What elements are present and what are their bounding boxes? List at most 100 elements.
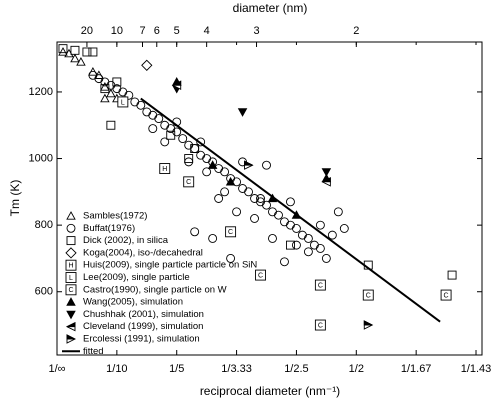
marker-shape — [255, 269, 266, 281]
data-point: C — [362, 289, 374, 301]
data-point — [58, 47, 68, 56]
data-point — [106, 120, 116, 130]
marker-shape — [154, 114, 164, 124]
x-tick-label: 1/1.43 — [461, 363, 492, 375]
marker-shape — [280, 257, 289, 267]
x2-tick-label: 20 — [81, 25, 93, 37]
marker-shape — [58, 47, 68, 56]
data-point — [333, 207, 343, 217]
marker-shape — [286, 220, 295, 230]
marker-shape — [309, 240, 319, 250]
marker-shape — [88, 47, 98, 57]
data-point — [339, 224, 349, 233]
marker-shape — [447, 270, 457, 280]
marker-shape — [130, 97, 140, 107]
data-point — [286, 220, 295, 230]
marker-shape — [262, 200, 271, 210]
data-point: H — [159, 163, 171, 174]
data-point — [280, 217, 289, 227]
data-point — [141, 59, 153, 71]
marker-shape — [106, 88, 116, 98]
marker-shape — [303, 247, 313, 257]
marker-shape — [148, 124, 158, 134]
legend-item: fitted — [62, 346, 104, 357]
x-axis-label: reciprocal diameter (nm⁻¹) — [200, 384, 340, 398]
data-point — [321, 168, 332, 177]
marker-shape — [100, 84, 110, 94]
marker-shape — [66, 211, 76, 220]
data-point — [315, 243, 325, 253]
marker-shape — [124, 90, 134, 100]
data-point — [58, 44, 68, 54]
legend-label: Sambles(1972) — [83, 211, 147, 222]
data-point — [171, 80, 182, 91]
legend-label: Ercolessi (1991), simulation — [83, 334, 200, 345]
marker-letter: L — [69, 275, 73, 282]
data-point — [268, 207, 277, 217]
data-point — [100, 82, 110, 91]
marker-shape — [291, 240, 301, 250]
x-tick-label: 1/∞ — [48, 363, 65, 375]
data-point — [190, 144, 200, 154]
marker-shape — [314, 279, 326, 291]
data-point: C — [314, 279, 326, 291]
data-point — [142, 107, 152, 117]
marker-shape — [136, 100, 146, 110]
data-point — [70, 53, 80, 63]
data-point — [286, 197, 295, 207]
marker-shape — [65, 284, 77, 296]
fit-line — [140, 97, 441, 323]
marker-shape — [262, 160, 271, 170]
x2-tick-label: 6 — [154, 25, 160, 37]
data-point — [208, 234, 218, 243]
marker-shape — [76, 57, 86, 66]
x-tick-label: 1/2.5 — [284, 363, 308, 375]
marker-shape — [315, 220, 325, 230]
marker-letter: C — [186, 179, 191, 186]
y-tick-label: 600 — [35, 286, 53, 298]
marker-shape — [226, 253, 236, 263]
data-point — [196, 137, 206, 147]
marker-shape — [238, 184, 248, 193]
marker-shape — [190, 144, 200, 154]
marker-letter: C — [68, 287, 73, 294]
marker-letter: C — [444, 292, 449, 299]
marker-shape — [112, 77, 122, 87]
data-point — [315, 220, 325, 230]
data-point — [202, 154, 212, 163]
legend-item: Sambles(1972) — [66, 211, 147, 222]
marker-shape — [66, 297, 76, 306]
marker-shape — [237, 108, 248, 117]
marker-letter: H — [162, 166, 167, 173]
marker-shape — [202, 154, 212, 163]
data-point — [190, 227, 200, 237]
marker-shape — [172, 127, 182, 137]
marker-shape — [322, 177, 331, 183]
marker-shape — [100, 93, 110, 103]
marker-shape — [321, 168, 332, 177]
marker-shape — [244, 187, 253, 197]
marker-letter: C — [258, 272, 263, 279]
marker-letter: C — [318, 282, 323, 289]
marker-shape — [256, 194, 265, 203]
data-point — [166, 130, 176, 140]
marker-shape — [315, 243, 325, 253]
data-point — [280, 257, 289, 267]
data-point: C — [255, 269, 266, 281]
data-point — [447, 270, 457, 280]
marker-shape — [184, 154, 194, 163]
x-tick-label: 1/3.33 — [221, 363, 252, 375]
legend-label: Cleveland (1999), simulation — [83, 321, 203, 332]
data-point — [244, 160, 254, 170]
marker-shape — [118, 87, 128, 97]
data-point — [184, 140, 194, 150]
marker-shape — [225, 226, 237, 238]
data-point — [220, 167, 230, 177]
marker-shape — [65, 259, 77, 271]
legend-item: L Lee(2009), single particle — [65, 272, 190, 283]
data-point — [225, 176, 236, 186]
marker-shape — [440, 289, 452, 301]
x2-tick-label: 2 — [353, 25, 359, 37]
legend-label: Koga(2004), iso-/decahedral — [83, 247, 203, 258]
